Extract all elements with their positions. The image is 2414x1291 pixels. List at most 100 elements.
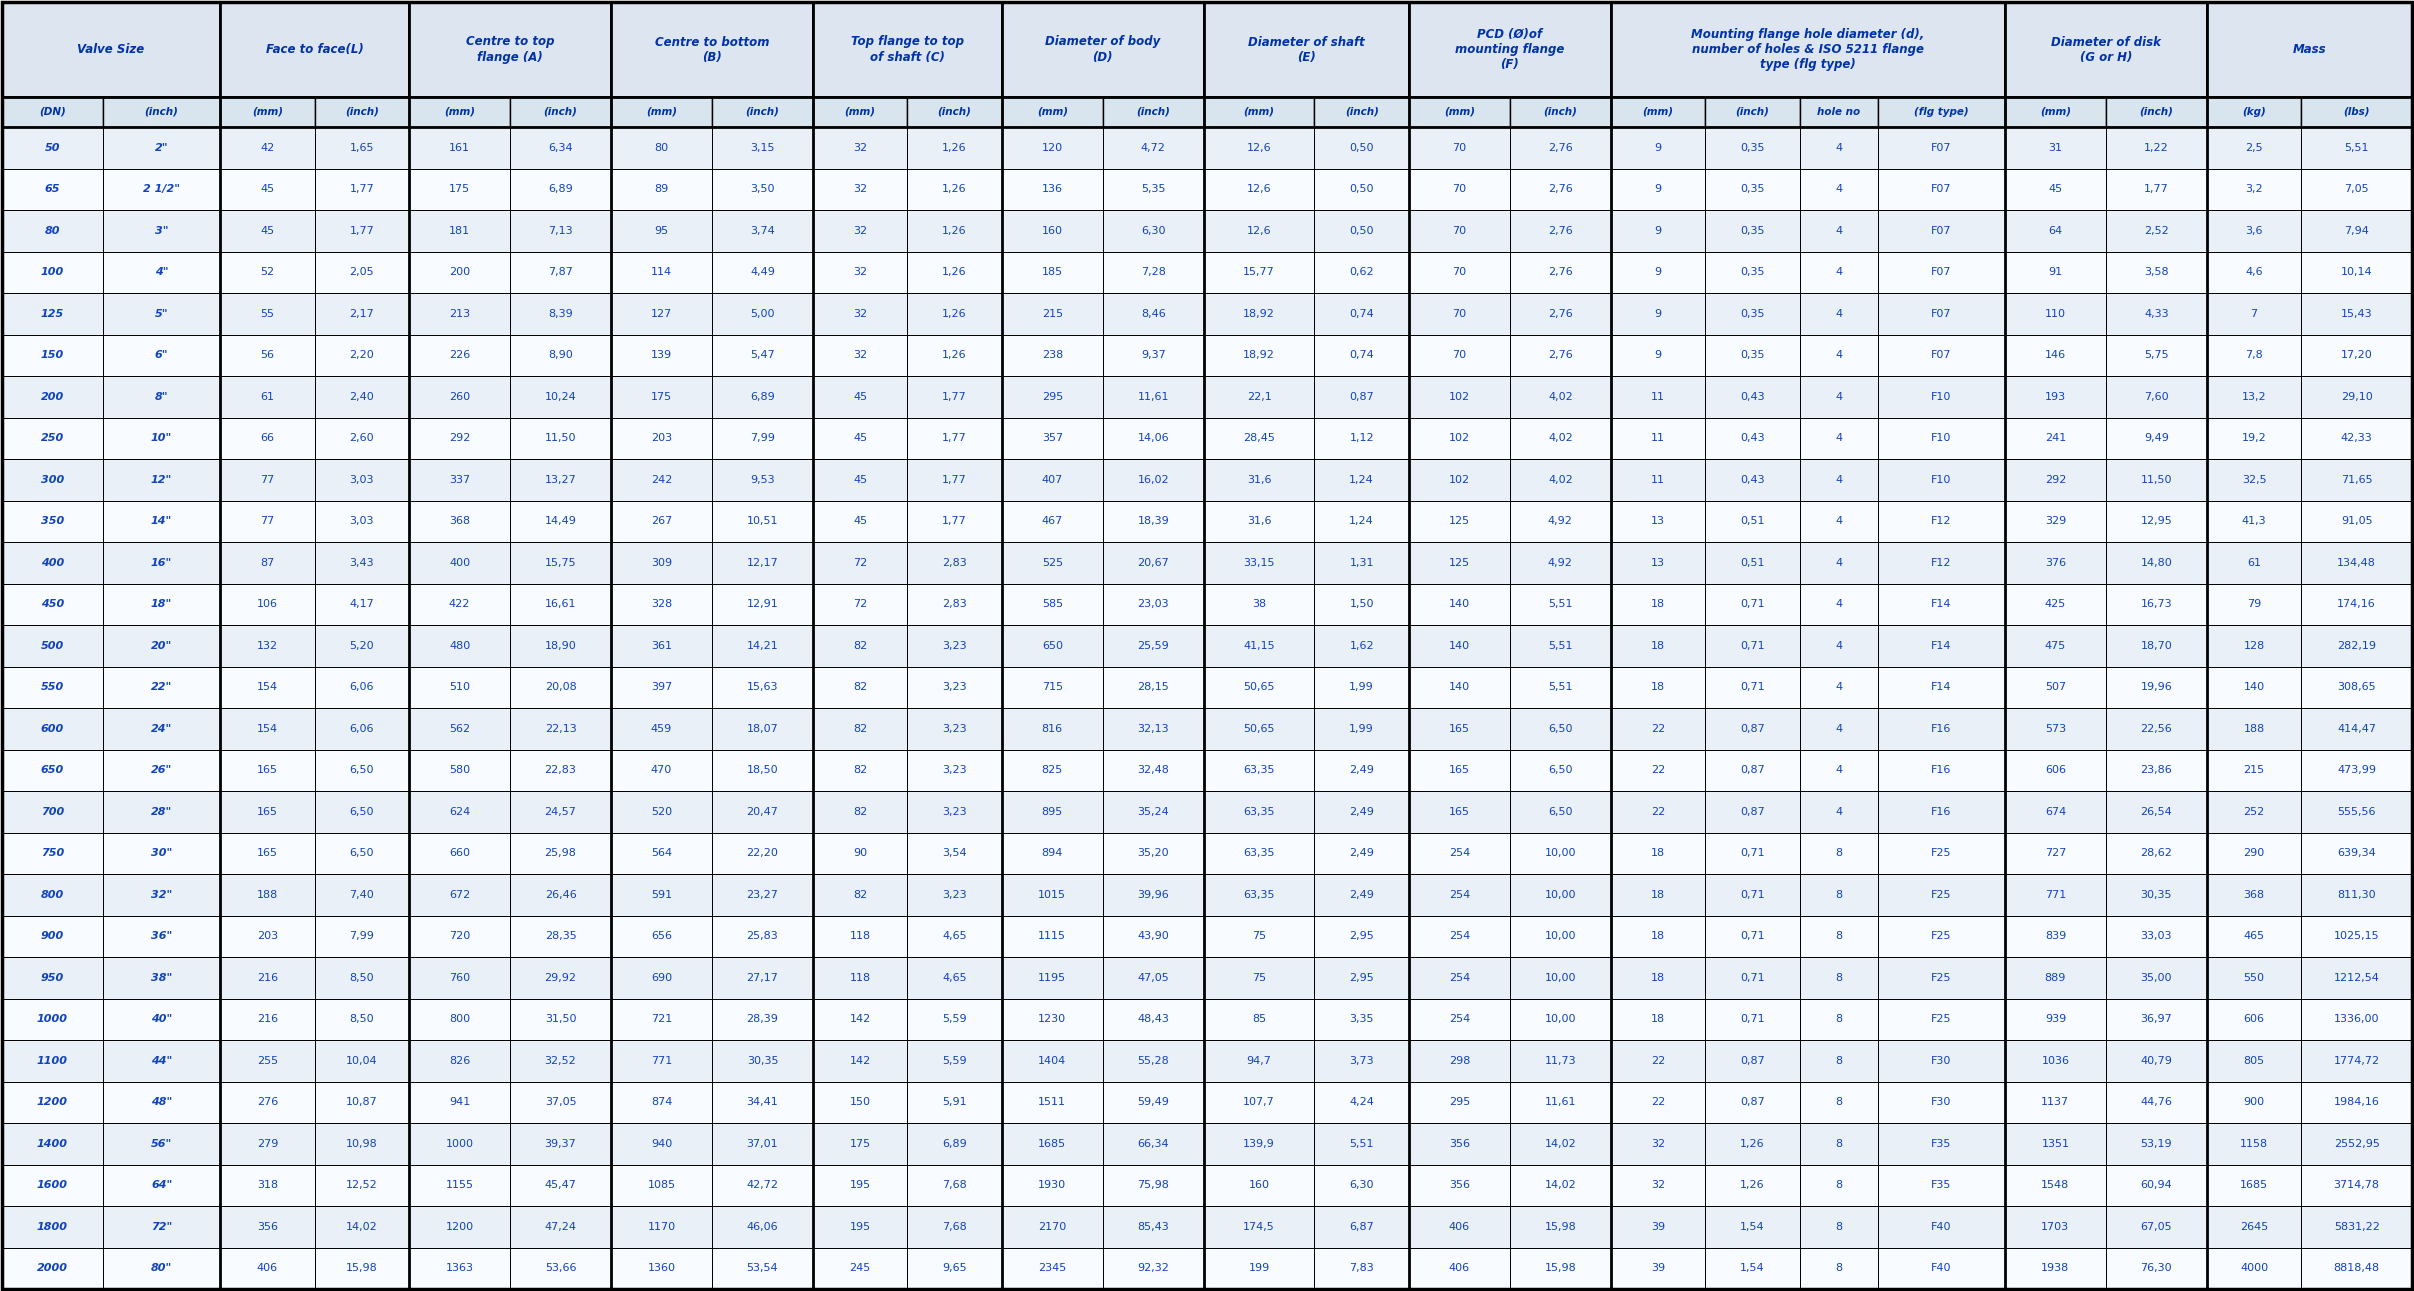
Text: 6,06: 6,06 [350,724,374,733]
Text: 10,04: 10,04 [345,1056,377,1066]
Text: 53,66: 53,66 [546,1264,577,1273]
Text: 22: 22 [1651,766,1666,776]
Text: 5,51: 5,51 [1547,682,1572,692]
Bar [2105,998,2206,1041]
Bar [104,169,220,210]
Bar [1410,791,1509,833]
Bar [1205,210,1316,252]
Text: 215: 215 [1043,309,1062,319]
Bar [2206,334,2301,376]
Text: 279: 279 [256,1139,278,1149]
Bar [2301,542,2412,584]
Bar [1704,334,1801,376]
Text: 606: 606 [2045,766,2066,776]
Bar [1704,1082,1801,1123]
Bar [2301,707,2412,750]
Bar [2206,584,2301,625]
Bar [712,957,814,998]
Text: 24,57: 24,57 [546,807,577,817]
Text: 407: 407 [1043,475,1062,484]
Text: 9: 9 [1654,350,1661,360]
Bar [814,957,908,998]
Text: 950: 950 [41,972,65,982]
Bar [1610,460,1704,501]
Bar [1704,1247,1801,1288]
Text: 368: 368 [2243,889,2264,900]
Bar [1316,169,1410,210]
Bar [509,334,611,376]
Bar [408,501,509,542]
Text: 2,83: 2,83 [941,558,968,568]
Bar [2301,376,2412,417]
Text: 2,76: 2,76 [1547,350,1574,360]
Text: 2,76: 2,76 [1547,143,1574,152]
Bar [2206,1082,2301,1123]
Bar [2206,293,2301,334]
Text: (inch): (inch) [345,107,379,117]
Bar [220,97,314,127]
Text: 30": 30" [152,848,171,859]
Text: 40": 40" [152,1015,171,1024]
Bar [2006,1123,2105,1164]
Bar [2105,1123,2206,1164]
Bar [509,252,611,293]
Bar [2105,460,2206,501]
Bar [220,460,314,501]
Bar [1801,1164,1878,1206]
Bar [2006,707,2105,750]
Bar [1704,97,1801,127]
Bar [1002,833,1103,874]
Bar [1878,707,2006,750]
Text: 185: 185 [1043,267,1062,278]
Bar [1610,1247,1704,1288]
Bar [408,791,509,833]
Text: 18: 18 [1651,599,1666,609]
Bar [908,874,1002,915]
Text: 70: 70 [1453,226,1465,236]
Bar [314,584,408,625]
Text: 941: 941 [449,1097,471,1108]
Text: 4,33: 4,33 [2144,309,2168,319]
Text: 350: 350 [41,516,65,527]
Bar [814,3,1002,97]
Bar [1410,460,1509,501]
Bar [1801,1206,1878,1247]
Text: 480: 480 [449,640,471,651]
Text: 127: 127 [652,309,671,319]
Bar [1509,625,1610,666]
Text: 3,2: 3,2 [2245,185,2262,194]
Bar [1878,1123,2006,1164]
Text: 16": 16" [152,558,171,568]
Bar [104,542,220,584]
Bar [908,1041,1002,1082]
Text: 3,43: 3,43 [350,558,374,568]
Text: 5,35: 5,35 [1142,185,1166,194]
Bar [509,957,611,998]
Text: 45: 45 [852,516,867,527]
Bar [2,334,104,376]
Text: 37,05: 37,05 [546,1097,577,1108]
Bar [2,252,104,293]
Text: 154: 154 [256,682,278,692]
Bar [611,791,712,833]
Bar [1002,334,1103,376]
Text: 400: 400 [449,558,471,568]
Text: 0,50: 0,50 [1349,226,1374,236]
Bar [2,376,104,417]
Bar [1002,584,1103,625]
Text: 3714,78: 3714,78 [2334,1180,2380,1190]
Text: 5,51: 5,51 [2344,143,2368,152]
Text: 142: 142 [850,1056,871,1066]
Bar [611,874,712,915]
Text: 31,6: 31,6 [1248,516,1272,527]
Text: 18: 18 [1651,1015,1666,1024]
Text: 12,52: 12,52 [345,1180,377,1190]
Text: 10,87: 10,87 [345,1097,377,1108]
Bar [314,97,408,127]
Bar [712,376,814,417]
Bar [2006,915,2105,957]
Bar [2301,252,2412,293]
Bar [1002,998,1103,1041]
Bar [1878,1206,2006,1247]
Bar [1509,791,1610,833]
